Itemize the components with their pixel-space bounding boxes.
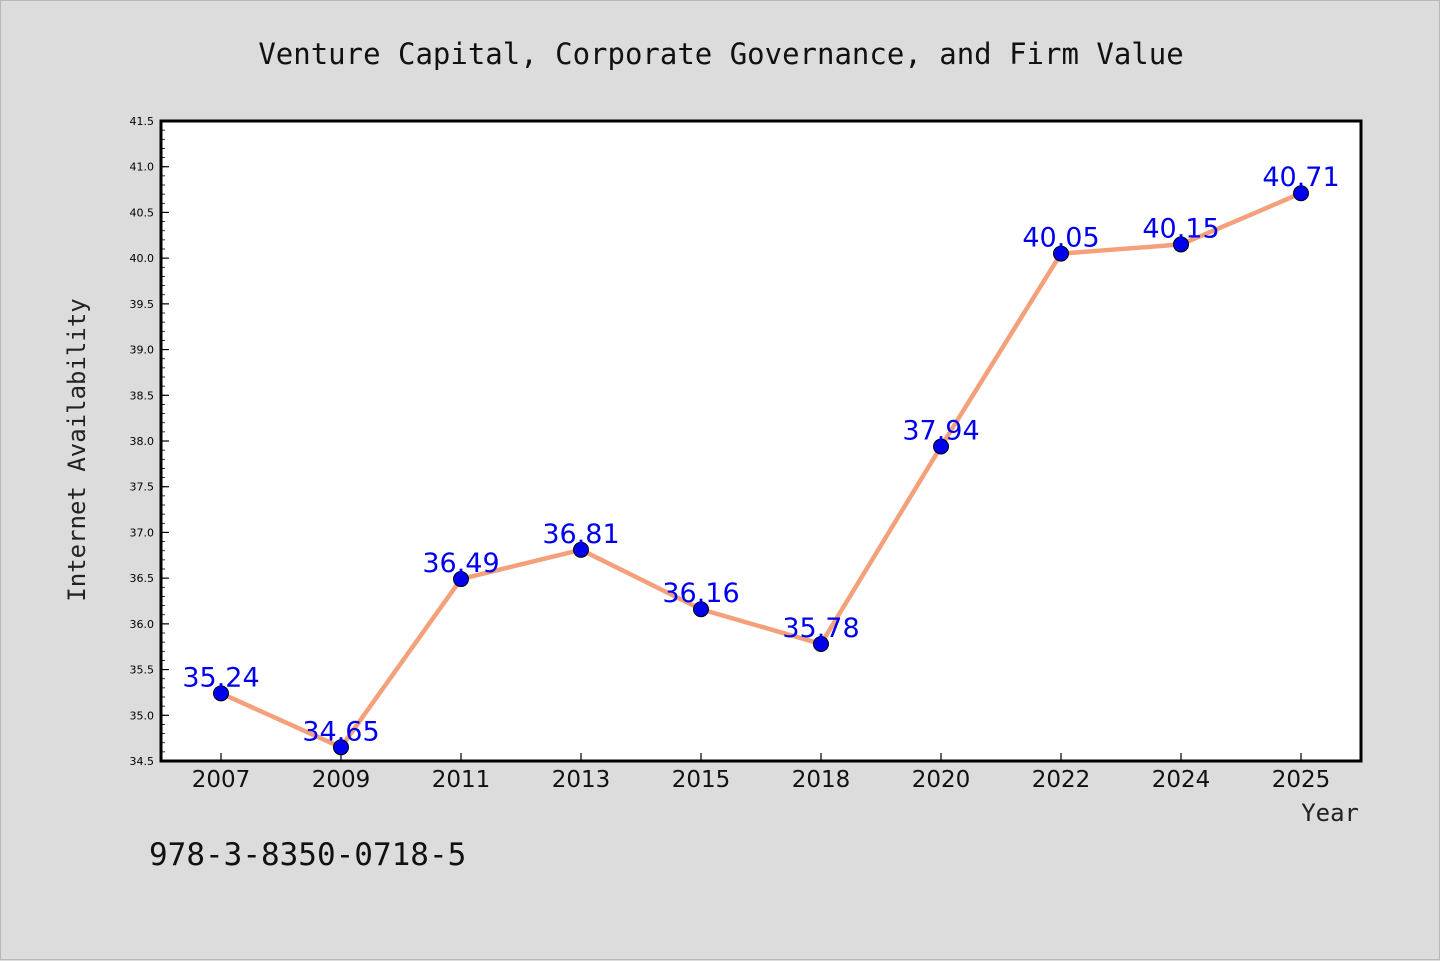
- x-tick-label: 2022: [1032, 767, 1091, 793]
- series-line: [218, 190, 1304, 750]
- data-point-marker: [693, 601, 709, 618]
- y-tick-label: 37.0: [130, 526, 155, 539]
- x-tick-label: 2025: [1272, 767, 1331, 793]
- x-tick-label: 2011: [432, 767, 491, 793]
- x-axis-label: Year: [1301, 799, 1359, 827]
- data-point-marker: [813, 635, 829, 652]
- data-label: 35.78: [782, 613, 859, 644]
- x-axis: 2007 2009 2011 2013 2015 2018 2020 2022 2024 2025: [192, 753, 1331, 793]
- y-tick-label: 39.0: [130, 344, 155, 357]
- y-axis-label: Internet Availability: [63, 298, 91, 601]
- y-tick-label: 36.0: [130, 618, 155, 631]
- y-tick-label: 36.5: [130, 572, 155, 585]
- chart-title: Venture Capital, Corporate Governance, a…: [258, 37, 1183, 71]
- x-tick-label: 2007: [192, 767, 251, 793]
- y-tick-label: 38.5: [130, 389, 155, 402]
- y-tick-label: 34.5: [130, 755, 155, 768]
- data-label: 35.24: [182, 662, 259, 693]
- x-tick-label: 2018: [792, 767, 851, 793]
- x-tick-label: 2024: [1152, 767, 1211, 793]
- y-tick-label: 41.0: [130, 161, 155, 174]
- data-label: 36.81: [542, 519, 619, 550]
- data-label: 37.94: [902, 415, 979, 446]
- data-point-marker: [333, 739, 349, 756]
- data-point-marker: [1053, 245, 1069, 262]
- data-point-marker: [573, 541, 589, 558]
- series-layer: 35.24 34.65 36.49 36.81 36.16 35.78 37.94 40.05…: [182, 162, 1340, 756]
- data-point-marker: [1173, 236, 1189, 253]
- y-tick-label: 40.0: [130, 252, 155, 265]
- data-point-marker: [1293, 185, 1309, 202]
- y-tick-label: 39.5: [130, 298, 155, 311]
- x-tick-label: 2013: [552, 767, 611, 793]
- x-tick-label: 2009: [312, 767, 371, 793]
- y-tick-label: 35.5: [130, 664, 155, 677]
- data-point-marker: [213, 685, 229, 702]
- y-tick-label: 35.0: [130, 709, 155, 722]
- data-label: 34.65: [302, 716, 379, 747]
- y-axis: 34.5 35.0 35.5 36.0 36.5 37.0 37.5 38.0 38.5 39.0…: [130, 115, 169, 768]
- data-label: 40.05: [1022, 223, 1099, 254]
- data-label: 40.71: [1262, 162, 1339, 193]
- data-label: 40.15: [1142, 213, 1219, 244]
- data-label: 36.16: [662, 578, 739, 609]
- data-label: 36.49: [422, 548, 499, 579]
- data-point-marker: [453, 571, 469, 588]
- y-tick-label: 41.5: [130, 115, 155, 128]
- x-tick-label: 2020: [912, 767, 971, 793]
- y-tick-label: 40.5: [130, 206, 155, 219]
- y-tick-label: 37.5: [130, 481, 155, 494]
- data-point-marker: [933, 438, 949, 455]
- y-tick-label: 38.0: [130, 435, 155, 448]
- plot-area: [159, 119, 1363, 763]
- isbn-footer: 978-3-8350-0718-5: [149, 837, 466, 873]
- x-tick-label: 2015: [672, 767, 731, 793]
